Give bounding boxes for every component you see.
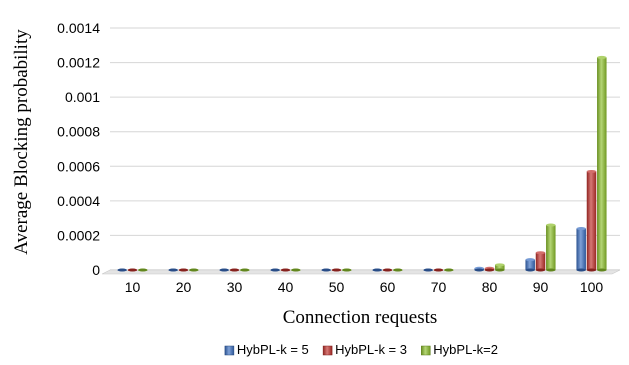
bar <box>342 268 352 272</box>
bar <box>433 268 444 272</box>
bar <box>525 258 535 272</box>
x-tick-label: 50 <box>329 279 345 295</box>
x-tick-label: 10 <box>125 279 141 295</box>
y-tick-label: 0.0004 <box>57 193 100 209</box>
bar <box>372 268 382 272</box>
y-tick-label: 0 <box>92 262 100 278</box>
legend-label: HybPL-k = 3 <box>335 342 407 357</box>
gridlines <box>110 27 620 271</box>
bar <box>117 268 127 272</box>
x-tick-label: 20 <box>176 279 192 295</box>
bar <box>229 268 240 272</box>
y-tick-label: 0.0014 <box>57 20 100 36</box>
bar <box>280 268 291 272</box>
bar <box>270 268 280 272</box>
legend-swatch <box>322 345 333 356</box>
bar <box>535 251 546 272</box>
x-tick-labels: 10 20 30 40 50 60 70 80 90 100 <box>125 279 604 295</box>
bar <box>321 268 331 272</box>
bar <box>597 55 607 272</box>
y-tick-label: 0.001 <box>65 89 100 105</box>
bar <box>138 268 148 272</box>
x-tick-label: 70 <box>431 279 447 295</box>
x-tick-label: 90 <box>533 279 549 295</box>
bar <box>393 268 403 272</box>
legend-label: HybPL-k = 5 <box>237 342 309 357</box>
y-axis-label: Average Blocking probability <box>11 29 32 255</box>
y-tick-label: 0.0006 <box>57 158 100 174</box>
bar <box>331 268 342 272</box>
legend-swatch <box>224 345 235 356</box>
bar <box>382 268 393 272</box>
y-tick-label: 0.0012 <box>57 55 100 71</box>
x-tick-label: 60 <box>380 279 396 295</box>
bar <box>189 268 199 272</box>
bars <box>117 55 607 272</box>
bar <box>576 227 586 272</box>
y-tick-label: 0.0002 <box>57 227 100 243</box>
legend-swatch <box>421 345 431 356</box>
bar <box>444 268 454 272</box>
bar <box>474 266 484 272</box>
bar <box>178 268 189 272</box>
bar <box>291 268 301 272</box>
bar <box>495 263 505 272</box>
bar <box>127 268 138 272</box>
bar <box>546 223 556 272</box>
y-tick-labels: 0 0.0002 0.0004 0.0006 0.0008 0.001 0.0012 0.00… <box>57 20 100 278</box>
x-tick-label: 30 <box>227 279 243 295</box>
legend-label: HybPL-k=2 <box>433 342 498 357</box>
bar <box>586 169 597 272</box>
bar <box>168 268 178 272</box>
x-axis-label: Connection requests <box>283 307 438 328</box>
legend-item: HybPL-k = 3 <box>322 342 407 357</box>
y-tick-label: 0.0008 <box>57 124 100 140</box>
bar <box>423 268 433 272</box>
x-tick-label: 40 <box>278 279 294 295</box>
legend-item: HybPL-k=2 <box>421 342 498 357</box>
legend-item: HybPL-k = 5 <box>224 342 309 357</box>
legend: HybPL-k = 5 HybPL-k = 3 HybPL-k=2 <box>224 342 498 357</box>
bar <box>484 266 495 272</box>
x-tick-label: 80 <box>482 279 498 295</box>
bar <box>240 268 250 272</box>
bar <box>219 268 229 272</box>
x-tick-label: 100 <box>580 279 604 295</box>
